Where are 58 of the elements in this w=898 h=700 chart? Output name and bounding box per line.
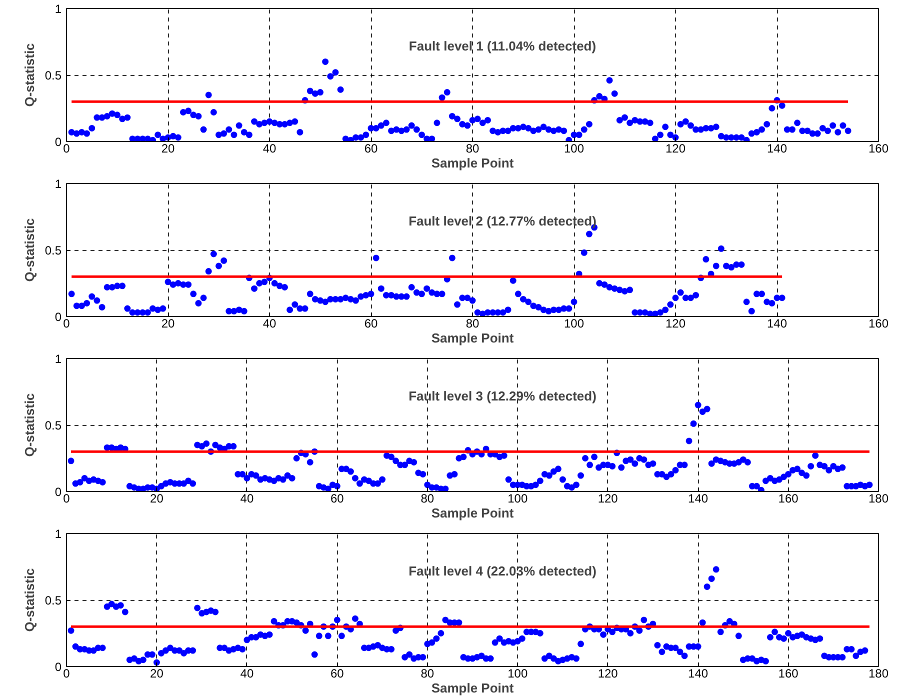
x-tick-label: 100 xyxy=(508,666,528,680)
y-axis-title: Q-statistic xyxy=(22,43,37,107)
x-tick-label: 80 xyxy=(420,666,434,680)
x-tick-label: 0 xyxy=(63,666,70,680)
x-tick-label: 60 xyxy=(330,492,344,506)
x-tick-label: 0 xyxy=(63,492,70,506)
x-tick-label: 40 xyxy=(240,492,254,506)
y-axis-title: Q-statistic xyxy=(22,218,37,282)
x-tick-label: 100 xyxy=(564,142,584,156)
y-tick-label: 1 xyxy=(54,2,62,16)
x-tick-label: 140 xyxy=(766,142,788,156)
y-axis-title: Q-statistic xyxy=(22,393,37,457)
x-axis-title: Sample Point xyxy=(431,506,514,520)
x-tick-label: 20 xyxy=(150,666,164,680)
y-tick-label: 0.5 xyxy=(44,68,62,82)
x-tick-label: 160 xyxy=(868,316,889,330)
text: Fault level 2 (12.77% detected) xyxy=(408,214,596,228)
y-tick-label: 1 xyxy=(54,527,62,541)
x-tick-label: 160 xyxy=(778,666,799,680)
text: Fault level 3 (12.29% detected) xyxy=(408,388,596,404)
x-tick-label: 140 xyxy=(688,492,708,506)
y-tick-label: 1 xyxy=(54,177,62,191)
x-tick-label: 40 xyxy=(262,142,276,156)
x-tick-label: 40 xyxy=(240,666,254,680)
x-tick-label: 60 xyxy=(330,666,344,680)
x-tick-label: 120 xyxy=(598,492,618,506)
x-tick-label: 40 xyxy=(262,316,276,330)
x-tick-label: 0 xyxy=(63,316,70,330)
x-tick-label: 180 xyxy=(868,492,889,506)
x-tick-label: 180 xyxy=(868,666,889,680)
x-axis-title: Sample Point xyxy=(431,156,514,170)
x-tick-label: 20 xyxy=(161,142,175,156)
x-axis-title: Sample Point xyxy=(431,680,514,696)
x-tick-label: 20 xyxy=(150,492,164,506)
y-tick-label: 1 xyxy=(54,352,62,366)
x-tick-label: 140 xyxy=(688,666,708,680)
x-tick-label: 80 xyxy=(466,142,480,156)
x-tick-label: 60 xyxy=(364,316,378,330)
x-tick-label: 120 xyxy=(665,142,686,156)
x-tick-label: 160 xyxy=(868,142,889,156)
x-tick-label: 20 xyxy=(161,316,175,330)
x-axis-title: Sample Point xyxy=(431,330,514,346)
y-axis-title: Q-statistic xyxy=(22,568,37,632)
x-tick-label: 80 xyxy=(420,492,434,506)
x-tick-label: 60 xyxy=(364,142,378,156)
x-tick-label: 160 xyxy=(778,492,799,506)
y-tick-label: 0.5 xyxy=(44,244,62,258)
x-tick-label: 100 xyxy=(564,316,584,330)
text: Fault level 4 (22.03% detected) xyxy=(408,564,596,578)
x-tick-label: 120 xyxy=(665,316,686,330)
x-tick-label: 140 xyxy=(766,316,788,330)
x-tick-label: 0 xyxy=(63,142,70,156)
x-tick-label: 120 xyxy=(598,666,618,680)
y-tick-label: 0.5 xyxy=(44,594,62,608)
text: Fault level 1 (11.04% detected) xyxy=(408,38,596,54)
x-tick-label: 80 xyxy=(466,316,480,330)
y-tick-label: 0.5 xyxy=(44,418,62,432)
x-tick-label: 100 xyxy=(508,492,528,506)
